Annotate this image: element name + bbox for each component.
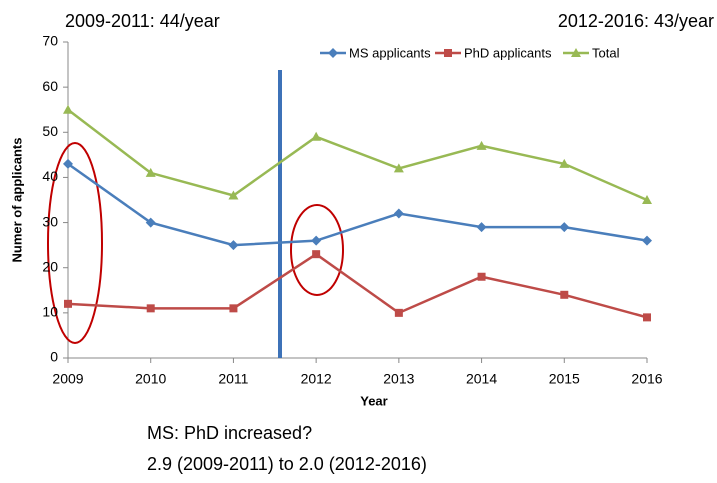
- y-tick-label: 30: [42, 213, 58, 229]
- x-tick-label: 2013: [383, 371, 414, 387]
- annotation: MS: PhD increased?: [147, 423, 312, 443]
- annotation: 2009-2011: 44/year: [65, 11, 220, 31]
- point: [228, 190, 239, 200]
- y-tick-label: 40: [42, 168, 58, 184]
- series-line: [67, 162, 648, 247]
- point: [394, 308, 403, 317]
- highlight-ellipse: [47, 142, 103, 344]
- x-tick-label: 2011: [218, 371, 248, 387]
- annotation: 2012-2016: 43/year: [558, 11, 714, 31]
- point: [393, 163, 404, 173]
- x-tick-label: 2009: [52, 371, 83, 387]
- x-axis-label: Year: [360, 393, 387, 408]
- point: [477, 272, 486, 281]
- legend-label: Total: [592, 45, 620, 60]
- point: [476, 140, 487, 150]
- legend-marker: [571, 48, 581, 57]
- y-tick-label: 60: [42, 78, 58, 94]
- y-tick-label: 20: [42, 258, 58, 274]
- point: [228, 240, 239, 251]
- x-tick-label: 2014: [466, 371, 497, 387]
- point: [642, 195, 652, 204]
- point: [560, 290, 569, 299]
- point: [312, 250, 321, 259]
- y-tick-label: 50: [42, 123, 58, 139]
- point: [476, 222, 487, 233]
- point: [559, 222, 570, 233]
- point: [63, 158, 73, 169]
- point: [643, 313, 651, 322]
- series-line: [67, 108, 648, 202]
- point: [311, 235, 322, 246]
- point: [229, 304, 238, 313]
- point: [64, 299, 72, 308]
- x-tick-label: 2016: [631, 371, 662, 387]
- x-tick-label: 2010: [135, 371, 166, 387]
- y-tick-label: 70: [42, 33, 58, 49]
- annotation: 2.9 (2009-2011) to 2.0 (2012-2016): [147, 454, 427, 474]
- point: [63, 104, 73, 114]
- series-line: [67, 252, 648, 319]
- point: [145, 217, 156, 228]
- y-tick-label: 0: [50, 349, 58, 365]
- x-tick-label: 2015: [549, 371, 580, 387]
- point: [393, 208, 404, 219]
- point: [559, 158, 570, 168]
- highlight-ellipse: [290, 204, 344, 296]
- legend-marker: [328, 48, 338, 58]
- x-tick-label: 2012: [301, 371, 332, 387]
- y-axis-label: Numer of applicants: [9, 138, 24, 263]
- y-tick-label: 10: [42, 304, 58, 320]
- legend-label: PhD applicants: [464, 45, 552, 60]
- point: [642, 235, 652, 246]
- point: [146, 304, 155, 313]
- point: [145, 167, 156, 177]
- legend-label: MS applicants: [349, 45, 431, 60]
- point: [311, 131, 322, 141]
- legend-marker: [444, 49, 452, 57]
